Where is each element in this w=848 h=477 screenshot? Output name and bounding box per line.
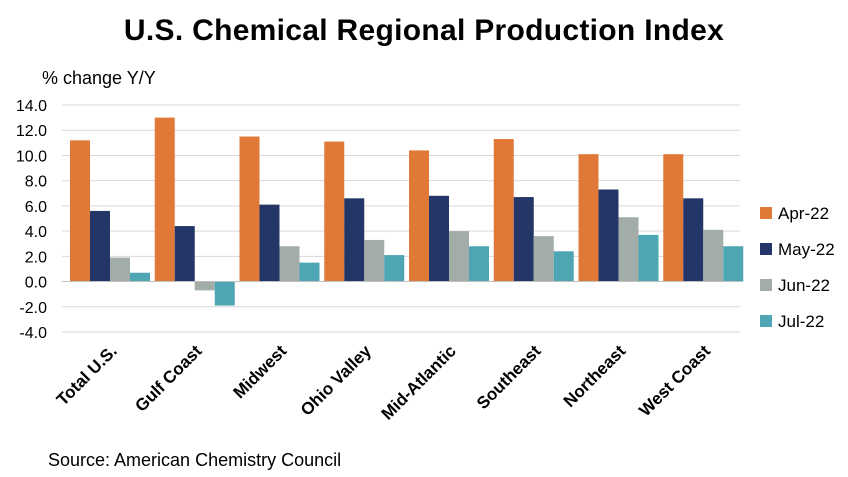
bar-jun-22-total-u-s- — [110, 257, 130, 282]
legend-label: Jun-22 — [778, 276, 830, 295]
legend-swatch-jul-22 — [760, 315, 772, 327]
bar-jun-22-southeast — [533, 236, 554, 282]
bar-jul-22-northeast — [638, 234, 659, 282]
y-tick-label: 2.0 — [25, 249, 47, 266]
y-tick-label: 12.0 — [16, 123, 47, 140]
x-category-label: Gulf Coast — [131, 341, 205, 415]
y-tick-label: 8.0 — [25, 174, 47, 191]
bar-apr-22-west-coast — [663, 154, 684, 282]
legend-label: May-22 — [778, 240, 835, 259]
bar-apr-22-mid-atlantic — [409, 150, 429, 282]
bar-may-22-mid-atlantic — [429, 195, 449, 282]
bar-may-22-northeast — [598, 189, 619, 282]
bar-jul-22-total-u-s- — [130, 272, 150, 282]
source-note: Source: American Chemistry Council — [48, 450, 342, 470]
y-axis-label: % change Y/Y — [42, 68, 156, 88]
bar-jul-22-southeast — [553, 251, 574, 282]
legend-swatch-jun-22 — [760, 279, 772, 291]
bar-may-22-total-u-s- — [90, 210, 110, 282]
x-category-label: Northeast — [560, 341, 630, 411]
legend-label: Apr-22 — [778, 204, 829, 223]
bar-may-22-gulf-coast — [174, 226, 195, 282]
x-category-label: Midwest — [229, 341, 290, 402]
y-tick-label: -2.0 — [19, 300, 47, 317]
y-tick-label: 6.0 — [25, 199, 47, 216]
bar-apr-22-southeast — [493, 139, 514, 282]
y-tick-label: 14.0 — [16, 98, 47, 115]
y-tick-label: 10.0 — [16, 148, 47, 165]
bar-jun-22-west-coast — [703, 229, 724, 282]
bar-jul-22-west-coast — [723, 246, 744, 282]
y-tick-label: 0.0 — [25, 275, 47, 292]
bar-may-22-midwest — [259, 204, 280, 282]
bar-may-22-west-coast — [683, 198, 704, 282]
bar-jun-22-ohio-valley — [364, 239, 385, 282]
bar-jun-22-midwest — [279, 246, 300, 282]
x-category-label: Southeast — [473, 341, 545, 413]
bar-jul-22-mid-atlantic — [469, 246, 489, 282]
legend-swatch-may-22 — [760, 243, 772, 255]
legend-label: Jul-22 — [778, 312, 824, 331]
y-tick-label: 4.0 — [25, 224, 47, 241]
bar-jun-22-gulf-coast — [194, 281, 215, 291]
bar-may-22-southeast — [513, 197, 534, 282]
chart-title: U.S. Chemical Regional Production Index — [123, 14, 725, 47]
bar-apr-22-northeast — [578, 154, 599, 282]
bar-jun-22-mid-atlantic — [449, 231, 469, 282]
bar-jul-22-midwest — [299, 262, 320, 282]
x-category-label: Ohio Valley — [297, 341, 376, 420]
x-category-label: Total U.S. — [53, 341, 121, 409]
bar-jul-22-gulf-coast — [214, 281, 235, 306]
y-tick-label: -4.0 — [19, 325, 47, 342]
legend-swatch-apr-22 — [760, 207, 772, 219]
x-category-label: West Coast — [635, 341, 714, 420]
bar-apr-22-gulf-coast — [154, 117, 175, 282]
bar-jul-22-ohio-valley — [384, 255, 405, 282]
bar-may-22-ohio-valley — [344, 198, 365, 282]
bar-apr-22-ohio-valley — [324, 141, 345, 282]
bar-apr-22-midwest — [239, 136, 260, 282]
bar-jun-22-northeast — [618, 217, 639, 282]
bar-apr-22-total-u-s- — [70, 140, 90, 282]
x-category-label: Mid-Atlantic — [378, 341, 460, 423]
